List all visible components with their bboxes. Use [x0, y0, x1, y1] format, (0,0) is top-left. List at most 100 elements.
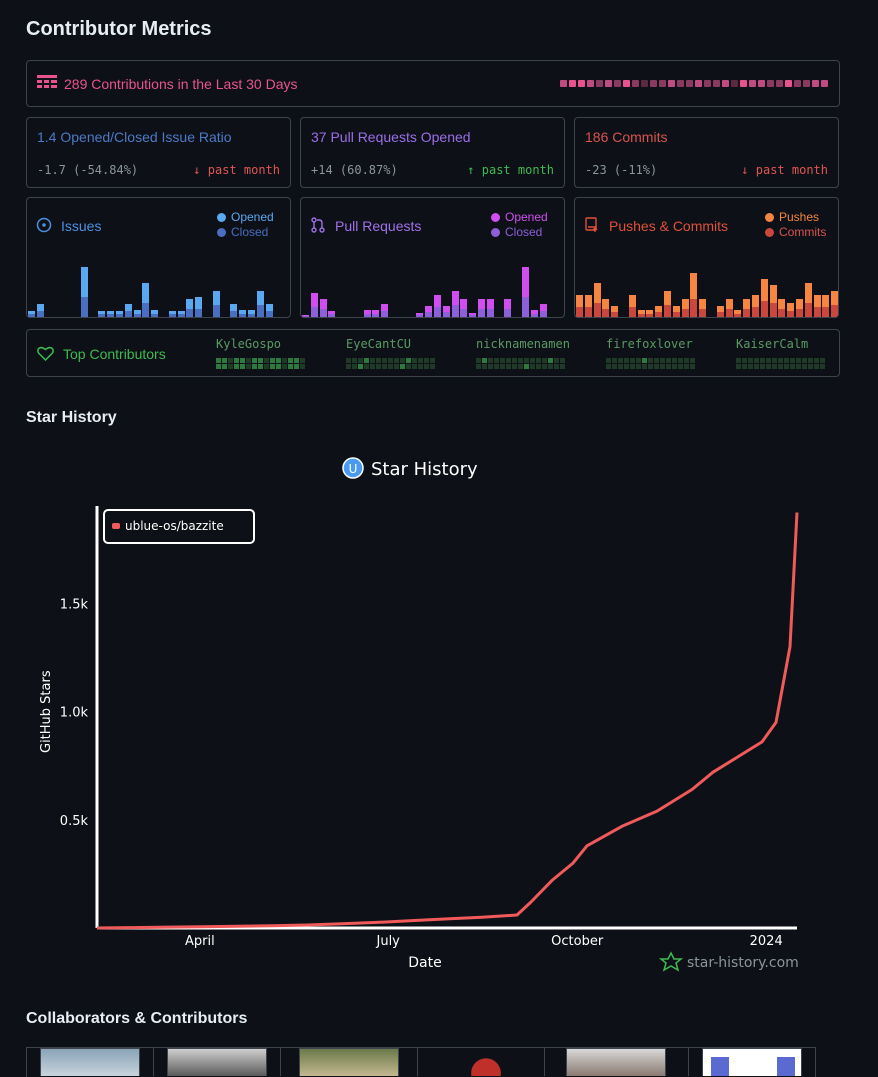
contribution-squares [560, 80, 828, 87]
contribution-day [650, 80, 657, 87]
bar-top [522, 267, 529, 317]
bar-bottom [778, 309, 786, 317]
ublue-logo-letter: U [349, 462, 358, 476]
bar-top [655, 306, 663, 317]
contributor-name[interactable]: firefoxlover [606, 337, 693, 351]
bar-top [539, 304, 547, 317]
contributor-name[interactable]: nicknamenamen [476, 337, 570, 351]
bar-bottom [302, 316, 309, 317]
pr-opened-delta: +14 (60.87%) [311, 163, 398, 177]
y-axis-label: GitHub Stars [39, 670, 54, 753]
avatar[interactable] [167, 1048, 267, 1076]
bar-top [681, 299, 689, 317]
chart-title: Star History [371, 459, 478, 480]
bar-bottom [265, 311, 273, 317]
contribution-day [623, 80, 630, 87]
bar-bottom [699, 309, 707, 317]
bar-top [813, 295, 821, 317]
avatar[interactable] [566, 1048, 666, 1076]
pushes-bars [575, 261, 838, 317]
bar-bottom [133, 314, 141, 317]
pull-request-icon [311, 217, 325, 233]
bar-top [425, 306, 433, 317]
pr-opened-card: 37 Pull Requests Opened +14 (60.87%) ↑ p… [300, 117, 565, 188]
bar-bottom [230, 311, 238, 317]
bar-bottom [576, 307, 583, 317]
contribution-day [776, 80, 783, 87]
bar-bottom [822, 307, 830, 317]
issue-ratio-delta: -1.7 (-54.84%) [37, 163, 139, 177]
bar-bottom [486, 309, 494, 317]
page-title: Contributor Metrics [26, 18, 212, 40]
prs-bars [301, 261, 564, 317]
bar-top [478, 299, 485, 317]
bar-bottom [628, 307, 636, 317]
bar-top [637, 310, 645, 317]
bar-top [787, 303, 795, 317]
bar-bottom [239, 314, 247, 317]
y-tick-labels: 0.5k 1.0k 1.5k [60, 597, 89, 828]
x-tick-label: October [551, 934, 604, 949]
bar-top [124, 304, 132, 317]
bar-top [743, 299, 751, 317]
contributor-activity-grid [606, 358, 695, 369]
contributions-label: 289 Contributions in the Last 30 Days [64, 76, 298, 92]
contributor-activity-grid [346, 358, 435, 369]
bar-bottom [248, 314, 255, 317]
contribution-day [587, 80, 594, 87]
bar-top [646, 310, 654, 317]
bar-bottom [655, 312, 663, 317]
avatar[interactable] [40, 1048, 140, 1076]
contributor-name[interactable]: EyeCantCU [346, 337, 412, 351]
bar-top [248, 310, 255, 317]
bar-top [796, 299, 803, 317]
contribution-day [632, 80, 639, 87]
bar-bottom [142, 303, 150, 317]
bar-bottom [151, 314, 159, 317]
star-history-chart: U Star History 0.5k 1.0k 1.5k April July Oct… [39, 457, 799, 972]
bar-top [602, 299, 610, 317]
bar-top [319, 299, 327, 317]
bar-top [381, 304, 389, 317]
repo-push-icon [585, 217, 598, 232]
bar-top [256, 291, 264, 317]
bar-bottom [769, 303, 777, 317]
issue-ratio-card: 1.4 Opened/Closed Issue Ratio -1.7 (-54.… [26, 117, 291, 188]
bar-bottom [504, 309, 512, 317]
contribution-day [713, 80, 720, 87]
contribution-day [812, 80, 819, 87]
contributions-card: 289 Contributions in the Last 30 Days [26, 60, 840, 107]
x-tick-label: 2024 [750, 934, 783, 949]
x-tick-label: April [185, 934, 215, 949]
contributor-name[interactable]: KaiserCalm [736, 337, 809, 351]
bar-bottom [195, 309, 203, 317]
bar-top [434, 295, 441, 317]
top-contributors-card: Top Contributors KyleGospo EyeCantCU nickn… [26, 329, 840, 377]
contribution-day [803, 80, 810, 87]
bar-bottom [442, 312, 450, 317]
bar-top [664, 291, 671, 317]
bar-bottom [813, 307, 821, 317]
issues-legend: Opened Closed [217, 210, 274, 240]
commits-trend: ↓ past month [741, 163, 828, 177]
bar-bottom [539, 311, 547, 317]
bar-top [822, 295, 830, 317]
contributor-name[interactable]: KyleGospo [216, 337, 282, 351]
bar-bottom [124, 311, 132, 317]
bar-top [699, 299, 707, 317]
series-legend-box [103, 509, 255, 544]
avatar[interactable] [299, 1048, 399, 1076]
bar-top [752, 295, 759, 317]
bar-top [212, 291, 220, 317]
bar-bottom [743, 309, 751, 317]
avatar[interactable] [460, 1048, 512, 1076]
avatar[interactable] [702, 1048, 802, 1076]
issues-card: Issues Opened Closed [26, 197, 291, 318]
bar-bottom [690, 299, 698, 317]
bar-top [310, 293, 318, 317]
bar-top [265, 304, 273, 317]
y-tick-label: 1.0k [60, 706, 89, 721]
bar-top [36, 304, 44, 317]
commits-delta: -23 (-11%) [585, 163, 658, 177]
contributor-activity-grid [736, 358, 825, 369]
